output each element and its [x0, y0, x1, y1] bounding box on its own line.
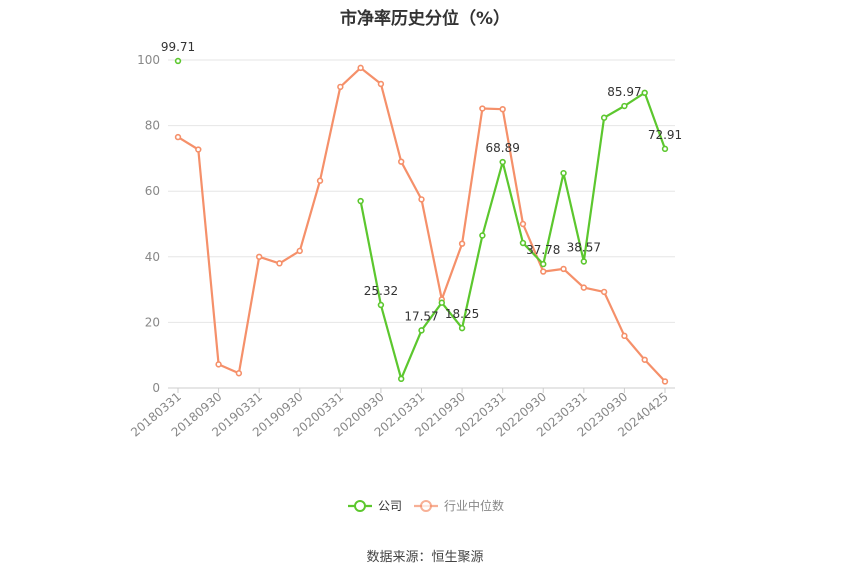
- data-point: [398, 375, 405, 383]
- data-label: 68.89: [485, 141, 519, 155]
- data-point: [174, 57, 182, 65]
- data-point: [540, 268, 547, 275]
- data-label: 25.32: [364, 284, 398, 298]
- data-point: [499, 158, 506, 166]
- data-label: 99.71: [161, 40, 195, 54]
- data-point: [661, 378, 669, 385]
- legend-label-company: 公司: [378, 499, 402, 513]
- data-label: 18.25: [445, 307, 479, 321]
- data-point: [357, 197, 364, 205]
- y-tick-label: 40: [145, 250, 160, 264]
- data-point: [458, 240, 466, 247]
- data-point: [661, 145, 669, 153]
- data-point: [174, 133, 182, 141]
- data-label: 37.78: [526, 243, 560, 257]
- data-point: [641, 89, 648, 97]
- data-point: [316, 177, 324, 184]
- data-point: [357, 64, 364, 72]
- legend-marker-industry-median: [420, 500, 432, 512]
- y-tick-label: 20: [145, 315, 160, 329]
- series-line-company: [359, 91, 667, 380]
- data-point: [479, 232, 486, 239]
- data-point: [600, 114, 608, 121]
- data-label: 72.91: [648, 128, 682, 142]
- data-label: 38.57: [567, 240, 601, 254]
- legend-label-industry-median: 行业中位数: [444, 498, 504, 513]
- data-point: [255, 253, 263, 260]
- data-point: [621, 332, 628, 340]
- data-point: [580, 284, 588, 291]
- data-point: [540, 260, 547, 268]
- data-point: [276, 260, 283, 267]
- series-line-industry-median: [177, 66, 666, 383]
- data-point: [560, 265, 567, 273]
- y-tick-label: 60: [145, 184, 160, 198]
- data-point: [337, 83, 344, 91]
- data-point: [235, 370, 243, 377]
- data-point: [195, 146, 202, 153]
- data-point: [458, 324, 466, 332]
- legend-marker-company: [354, 500, 366, 512]
- data-label: 17.57: [404, 309, 438, 323]
- data-label: 85.97: [607, 85, 641, 99]
- data-point: [641, 356, 648, 363]
- data-point: [418, 196, 425, 203]
- data-point: [580, 258, 588, 265]
- data-point: [560, 169, 567, 177]
- data-point: [377, 301, 385, 309]
- data-point: [519, 220, 527, 228]
- data-point: [398, 158, 405, 165]
- data-point: [438, 299, 445, 306]
- data-point: [499, 105, 506, 113]
- chart-title: 市净率历史分位（%）: [339, 9, 511, 29]
- data-point: [519, 239, 527, 247]
- data-point: [621, 102, 628, 110]
- y-tick-label: 100: [137, 53, 160, 67]
- data-point: [215, 361, 222, 368]
- y-tick-label: 80: [145, 119, 160, 133]
- data-point: [479, 105, 486, 112]
- data-point: [377, 80, 385, 88]
- data-point: [600, 288, 608, 296]
- data-point: [418, 327, 425, 334]
- data-point: [296, 247, 303, 255]
- y-tick-label: 0: [152, 381, 160, 395]
- data-source-note: 数据来源：恒生聚源: [366, 550, 484, 565]
